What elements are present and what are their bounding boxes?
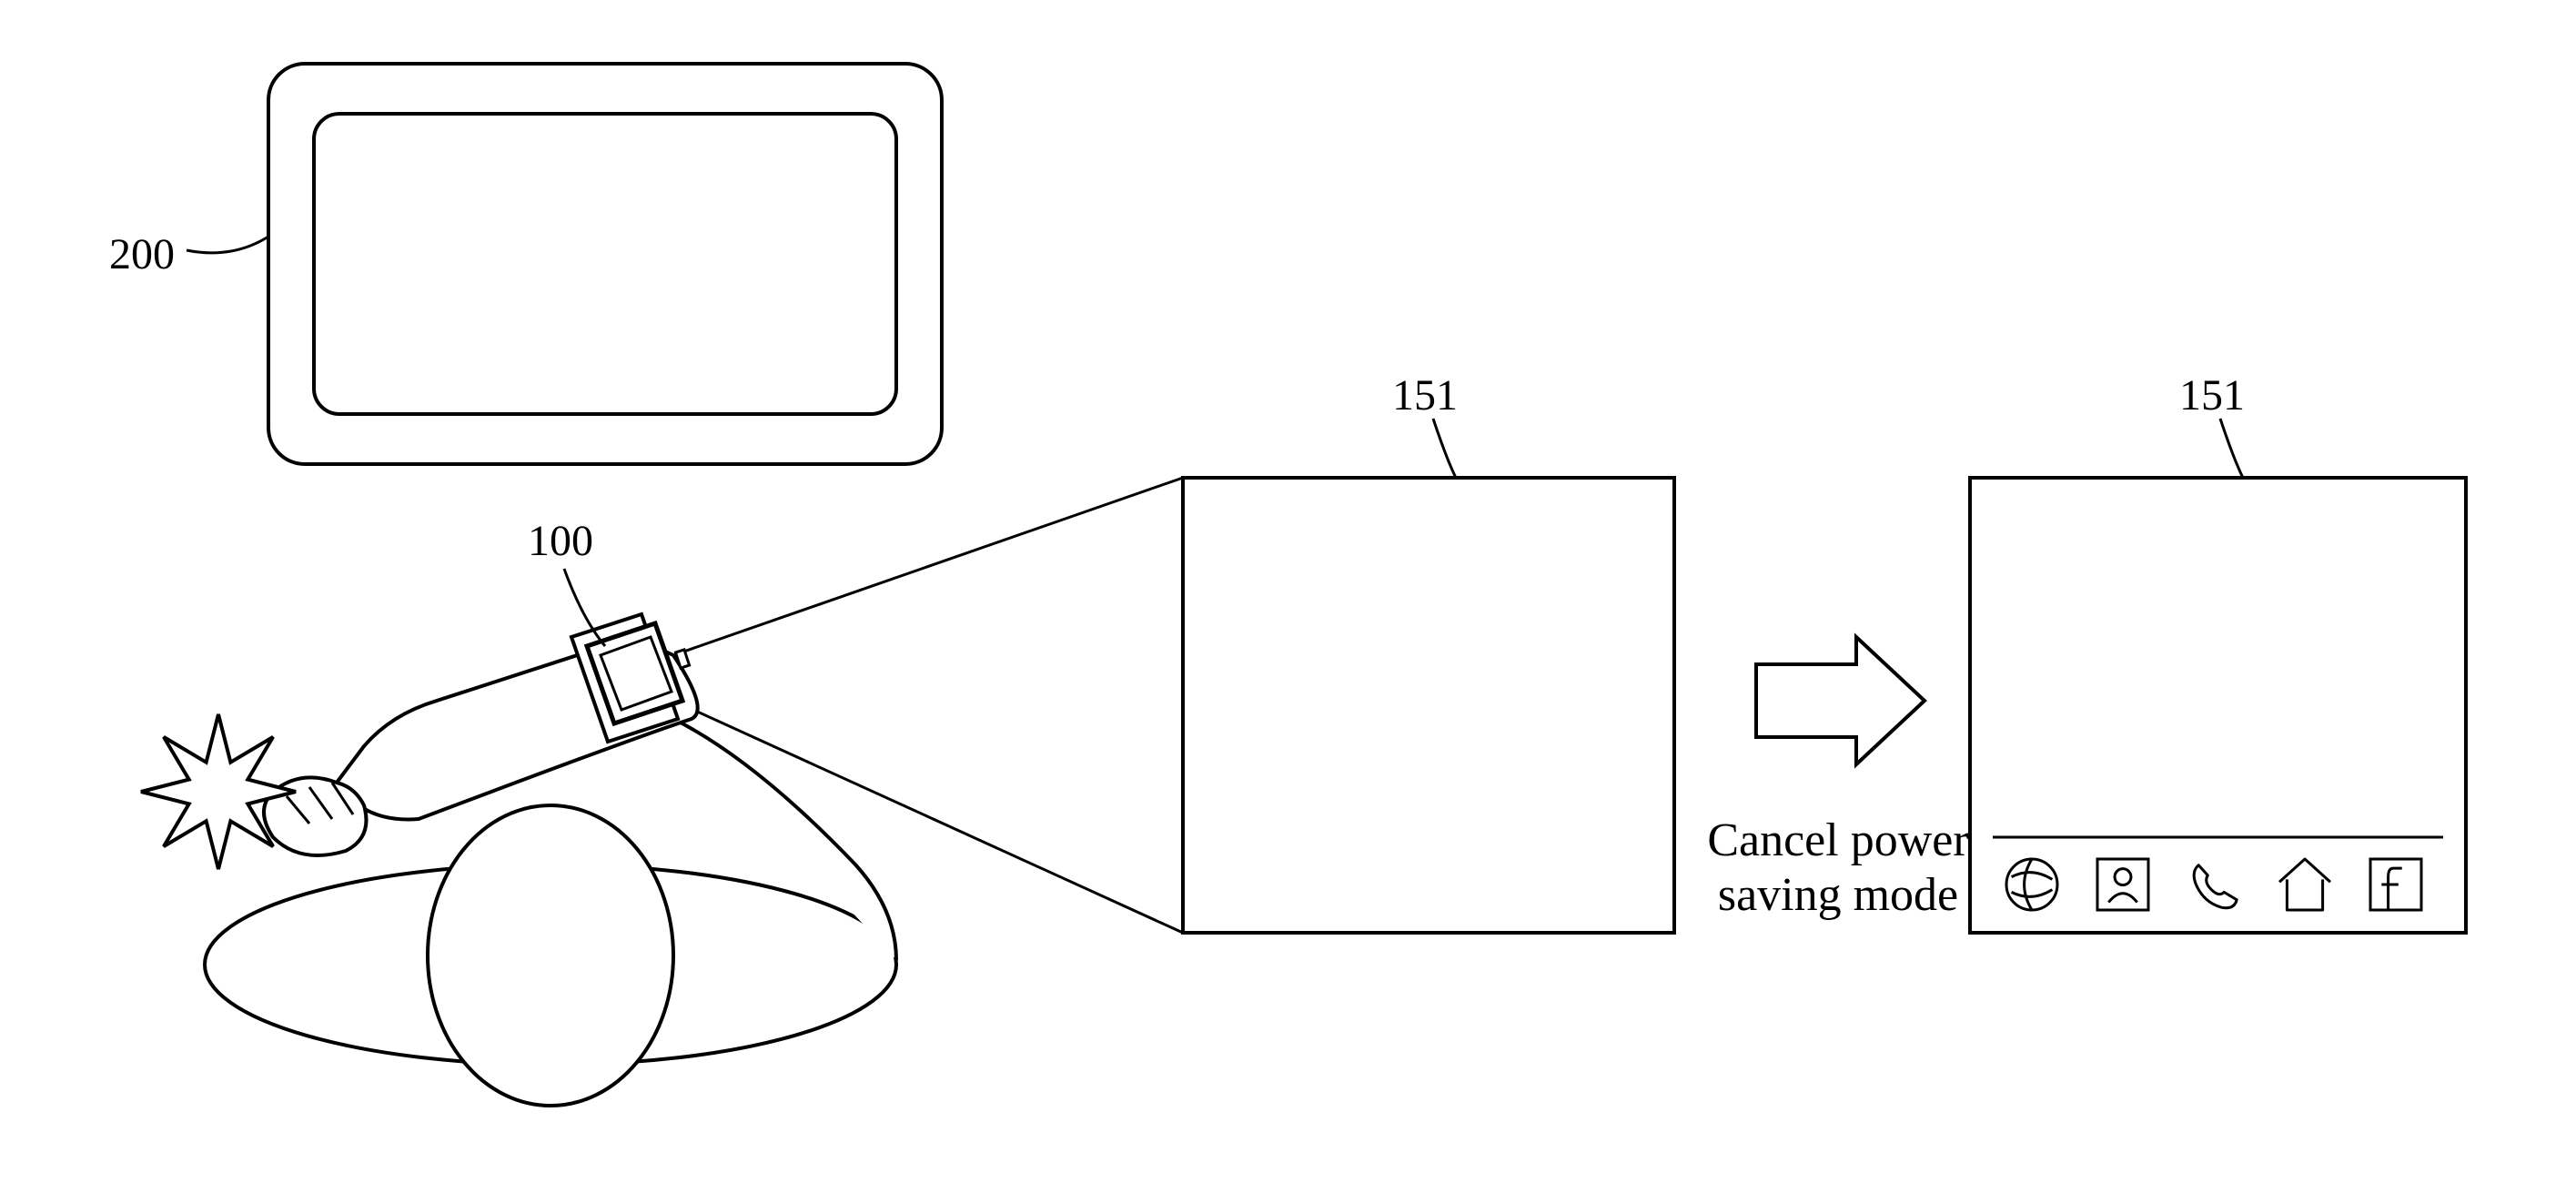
label-200: 200 — [109, 230, 175, 278]
impact-star-icon — [141, 714, 296, 869]
watch-screen-home — [1970, 419, 2466, 933]
person-top-view — [141, 569, 896, 1106]
label-151-a: 151 — [1392, 371, 1458, 420]
arrow-caption-line1: Cancel power — [1707, 814, 1968, 866]
tv-device — [187, 64, 942, 464]
label-151-b: 151 — [2179, 371, 2245, 420]
arrow-caption-line2: saving mode — [1718, 869, 1958, 921]
label-100: 100 — [528, 517, 593, 565]
transition-arrow — [1756, 637, 1924, 764]
